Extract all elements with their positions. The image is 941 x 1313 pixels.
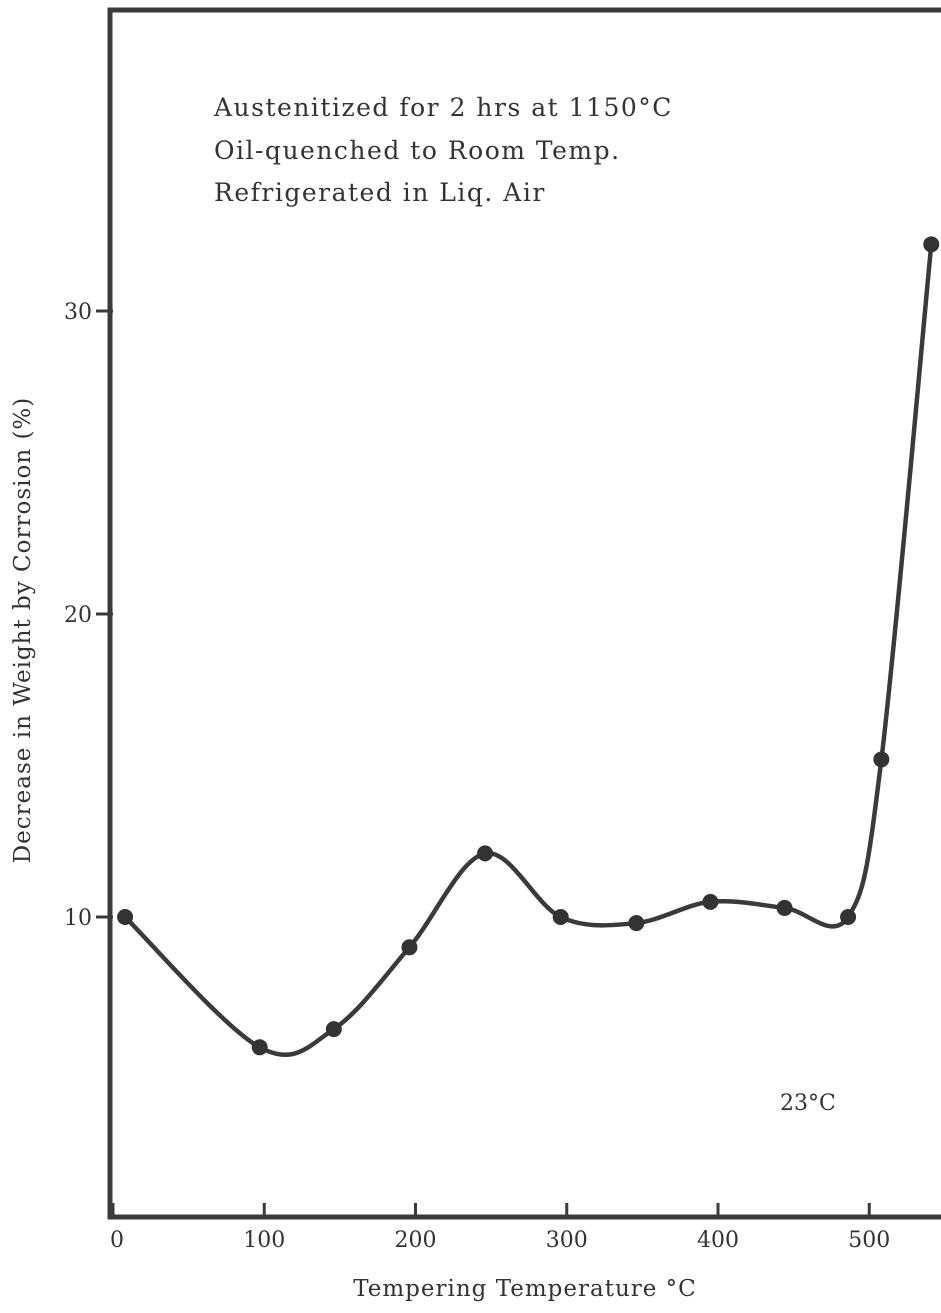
x-tick-label: 0 [110, 1228, 124, 1253]
data-point [840, 909, 857, 925]
x-tick-label: 300 [546, 1228, 588, 1253]
test-temperature-label: 23°C [780, 1091, 836, 1116]
data-point [776, 899, 793, 916]
data-point [117, 909, 134, 925]
data-point [923, 236, 940, 253]
data-point [251, 1039, 268, 1056]
data-point [401, 939, 418, 956]
annotation-line-2: Oil-quenched to Room Temp. [214, 136, 621, 165]
data-point [477, 845, 494, 862]
x-tick-label: 200 [395, 1228, 437, 1253]
y-axis-ticks: 10 20 30 [64, 300, 113, 931]
x-axis-title: Tempering Temperature °C [353, 1276, 697, 1302]
data-point [873, 751, 890, 768]
y-tick-label: 20 [64, 603, 92, 628]
annotation-line-1: Austenitized for 2 hrs at 1150°C [213, 93, 673, 122]
y-tick-label: 10 [64, 906, 92, 931]
x-tick-label: 500 [848, 1228, 890, 1253]
series-line [122, 242, 934, 1058]
data-point [552, 909, 569, 925]
y-axis-title: Decrease in Weight by Corrosion (%) [10, 397, 36, 864]
y-tick-label: 30 [64, 300, 92, 325]
data-point [325, 1021, 342, 1038]
x-tick-label: 400 [697, 1228, 739, 1253]
x-tick-label: 100 [243, 1228, 285, 1253]
x-axis-ticks: 0 100 200 300 400 500 [110, 1203, 890, 1253]
data-series [117, 236, 940, 1058]
data-point [628, 915, 645, 932]
data-point [702, 893, 719, 910]
annotation-line-3: Refrigerated in Liq. Air [214, 178, 546, 207]
